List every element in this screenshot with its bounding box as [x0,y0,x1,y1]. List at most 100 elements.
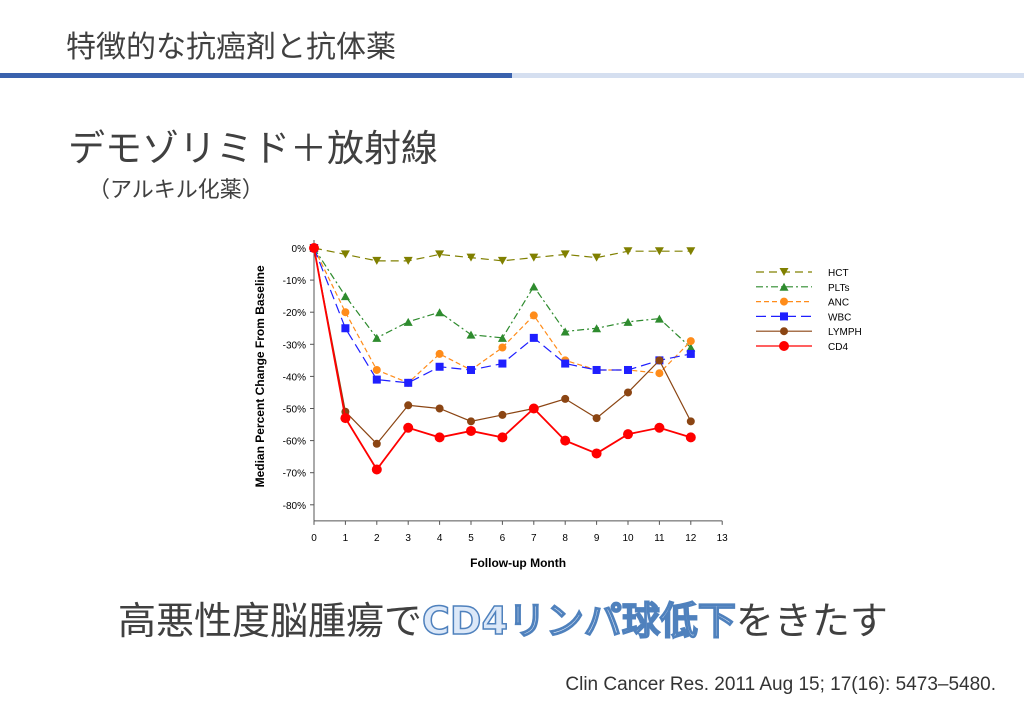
x-tick-label: 8 [562,533,568,544]
data-point-lymph [435,404,444,413]
data-point-wbc [529,333,538,342]
data-point-anc [372,365,381,374]
data-point-plts [654,314,664,323]
x-tick-label: 4 [437,533,443,544]
slide-subheading: （アルキル化薬） [88,178,264,203]
x-tick-label: 6 [500,533,506,544]
legend-label-wbc: WBC [828,312,851,323]
data-point-cd4 [560,435,571,446]
data-point-hct [592,253,602,262]
y-tick-label: -30% [283,340,306,351]
data-point-anc [498,343,507,352]
data-point-wbc [341,324,350,333]
data-point-cd4 [309,243,319,253]
legend-marker-hct [779,268,789,276]
data-point-hct [435,250,445,259]
x-tick-label: 0 [311,533,317,544]
data-point-hct [466,253,476,262]
data-point-lymph [686,417,695,426]
legend-marker-lymph [780,327,788,336]
data-point-cd4 [434,432,445,443]
conclusion-highlight: CD4リンパ球低下 [421,598,736,644]
data-point-hct [497,256,507,265]
data-point-hct [560,250,570,259]
data-point-anc [529,311,538,320]
data-point-hct [403,256,413,265]
data-point-lymph [624,388,632,397]
x-tick-label: 11 [654,533,665,544]
data-point-lymph [498,410,507,419]
data-point-plts [435,308,445,317]
data-point-cd4 [591,448,602,459]
legend-label-plts: PLTs [828,283,850,294]
data-point-cd4 [623,429,633,440]
data-point-hct [529,253,539,262]
data-point-lymph [655,356,664,365]
data-point-wbc [435,362,444,371]
data-point-plts [372,333,382,342]
data-point-cd4 [497,432,508,443]
x-tick-label: 12 [685,533,697,544]
y-tick-label: -40% [283,372,306,383]
y-tick-label: 0% [292,244,307,255]
data-point-cd4 [340,413,351,424]
legend-label-hct: HCT [828,268,849,279]
data-point-wbc [686,349,695,358]
data-point-wbc [498,359,507,368]
y-tick-label: -50% [283,405,306,416]
data-point-hct [372,256,382,265]
data-point-plts [340,292,350,301]
data-point-plts [592,324,602,333]
conclusion-text: 高悪性度脳腫瘍でCD4リンパ球低下をきたす [118,590,888,645]
data-point-cd4 [403,422,414,433]
data-point-wbc [467,365,475,374]
data-point-cd4 [685,432,696,443]
data-point-plts [560,327,570,336]
citation: Clin Cancer Res. 2011 Aug 15; 17(16): 54… [565,674,996,695]
data-point-plts [497,333,507,342]
data-point-lymph [372,439,381,448]
conclusion-pre: 高悪性度脳腫瘍で [118,599,423,643]
legend-label-anc: ANC [828,298,849,309]
y-tick-label: -10% [283,276,306,287]
data-point-lymph [561,394,570,403]
data-point-plts [623,317,633,326]
data-point-cd4 [371,464,382,475]
x-tick-label: 10 [622,533,634,544]
data-point-wbc [592,365,601,374]
data-point-hct [340,250,350,259]
legend-label-cd4: CD4 [828,342,848,353]
data-point-lymph [404,401,413,410]
legend-label-lymph: LYMPH [828,327,862,338]
data-point-wbc [624,365,632,374]
data-point-cd4 [528,403,539,414]
legend-marker-anc [780,297,788,306]
data-point-wbc [372,375,381,384]
x-tick-label: 5 [468,533,474,544]
data-point-hct [623,247,633,256]
conclusion-post: をきたす [735,599,888,643]
data-point-wbc [561,359,570,368]
y-tick-label: -70% [283,469,306,480]
data-point-plts [403,317,413,326]
data-point-anc [435,349,444,358]
data-point-plts [686,343,696,352]
data-point-anc [655,369,664,378]
y-axis-label: Median Percent Change From Baseline [253,265,267,487]
x-tick-label: 9 [594,533,600,544]
data-point-lymph [467,417,475,426]
data-point-hct [686,247,696,256]
legend-marker-plts [779,282,789,291]
data-point-plts [466,330,476,339]
y-tick-label: -80% [283,501,306,512]
data-point-cd4 [466,425,476,436]
data-point-lymph [592,414,601,423]
data-point-anc [341,308,350,317]
x-tick-label: 13 [717,533,729,544]
slide-heading: デモゾリミド＋放射線 [68,127,438,170]
y-tick-label: -60% [283,437,306,448]
x-tick-label: 2 [374,533,380,544]
x-tick-label: 1 [343,533,349,544]
